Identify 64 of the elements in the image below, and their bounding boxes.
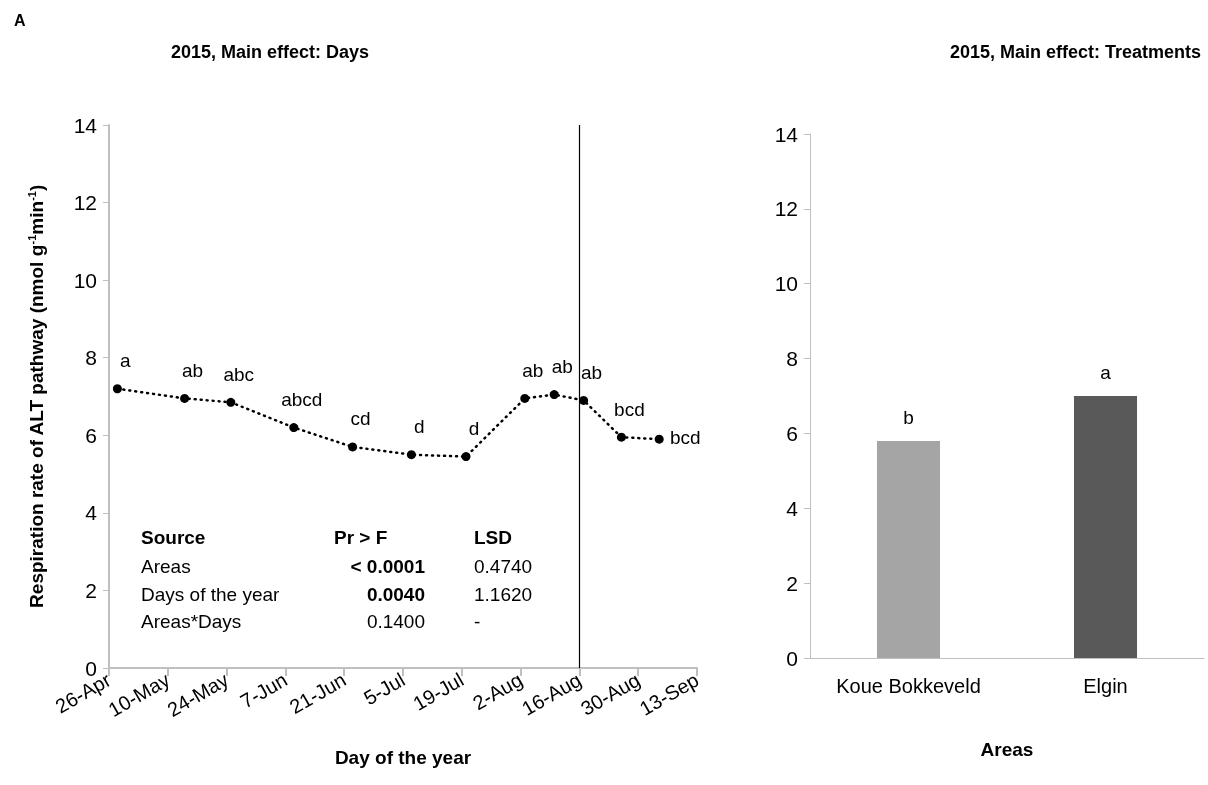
- annotation: 1.1620: [474, 583, 533, 605]
- point: [549, 390, 559, 400]
- y-tick-label: 10: [73, 268, 97, 292]
- point: [289, 423, 299, 433]
- point: [461, 452, 471, 462]
- y-tick-label: 4: [786, 496, 799, 520]
- data-label: ab: [522, 359, 544, 381]
- data-label: a: [1100, 362, 1112, 383]
- y-tick-label: 14: [774, 122, 799, 146]
- data-label: bcd: [669, 426, 701, 448]
- y-tick-label: 6: [786, 421, 798, 445]
- data-label: abcd: [281, 389, 323, 411]
- data-label: d: [468, 418, 480, 440]
- point: [520, 393, 530, 403]
- annotation: 0.1400: [366, 610, 425, 632]
- y-tick-label: 0: [85, 656, 97, 680]
- annotation: Days of the year: [141, 583, 281, 605]
- point: [616, 432, 626, 442]
- data-label: cd: [350, 408, 371, 430]
- y-tick-label: 4: [85, 501, 98, 525]
- y-tick-label: 12: [73, 191, 97, 215]
- x-axis-title: Areas: [980, 739, 1034, 760]
- annotation: 0.4740: [474, 555, 533, 577]
- text: A: [14, 11, 26, 29]
- y-tick-label: 2: [85, 578, 97, 602]
- data-label: ab: [581, 361, 603, 383]
- y-tick-label: 6: [85, 423, 97, 447]
- point: [348, 442, 358, 452]
- x-axis-title: Day of the year: [334, 747, 472, 768]
- point: [112, 384, 122, 394]
- data-label: abc: [223, 363, 255, 385]
- data-label: ab: [182, 359, 204, 381]
- y-tick-label: 8: [786, 347, 798, 371]
- annotation: < 0.0001: [350, 555, 426, 577]
- x-tick-label: Elgin: [1083, 675, 1128, 697]
- point: [180, 393, 190, 403]
- x-tick-label: 5-Jul: [359, 668, 409, 710]
- y-tick-label: 8: [85, 346, 97, 370]
- y-tick-label: 12: [774, 197, 798, 221]
- chart-title: 2015, Main effect: Days: [171, 42, 370, 62]
- point: [226, 397, 236, 407]
- y-tick-label: 14: [73, 113, 98, 137]
- annotation: 0.0040: [366, 583, 425, 605]
- chart-title: 2015, Main effect: Treatments: [949, 42, 1202, 62]
- point: [654, 434, 664, 444]
- annotation: Areas: [141, 555, 191, 577]
- data-label: bcd: [614, 398, 645, 420]
- point: [406, 450, 416, 460]
- annotation: LSD: [474, 526, 512, 548]
- annotation: Pr > F: [334, 526, 388, 548]
- y-tick-label: 2: [786, 571, 798, 595]
- annotation: Areas*Days: [141, 610, 242, 632]
- data-label: a: [120, 350, 132, 372]
- x-tick-label: Koue Bokkeveld: [836, 675, 981, 697]
- y-tick-label: 0: [786, 646, 798, 670]
- y-axis-title: Respiration rate of ALT pathway (nmol g-1min-1): [25, 184, 47, 608]
- point: [579, 395, 589, 405]
- data-label: d: [414, 416, 425, 438]
- x-tick-label: 7-Jun: [236, 668, 291, 713]
- y-tick-label: 10: [774, 272, 798, 296]
- data-label: b: [903, 406, 914, 428]
- annotation: -: [474, 610, 481, 632]
- annotation: Source: [141, 526, 206, 548]
- data-label: ab: [551, 356, 573, 378]
